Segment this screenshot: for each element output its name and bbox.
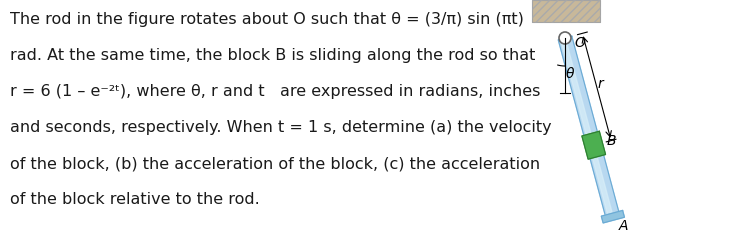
Text: r = 6 (1 – e⁻²ᵗ), where θ, r and t   are expressed in radians, inches: r = 6 (1 – e⁻²ᵗ), where θ, r and t are e… — [10, 84, 540, 99]
Polygon shape — [601, 210, 624, 223]
Text: The rod in the figure rotates about O such that θ = (3/π) sin (πt): The rod in the figure rotates about O su… — [10, 12, 524, 27]
Polygon shape — [582, 131, 606, 159]
Circle shape — [559, 32, 571, 44]
Text: B: B — [606, 134, 616, 148]
Text: and seconds, respectively. When t = 1 s, determine (a) the velocity: and seconds, respectively. When t = 1 s,… — [10, 120, 551, 135]
Polygon shape — [558, 36, 620, 219]
Text: r: r — [598, 77, 604, 91]
Bar — [532, 0, 600, 22]
Text: of the block, (b) the acceleration of the block, (c) the acceleration: of the block, (b) the acceleration of th… — [10, 156, 540, 171]
Text: rad. At the same time, the block B is sliding along the rod so that: rad. At the same time, the block B is sl… — [10, 48, 535, 63]
Bar — [532, 0, 600, 22]
Text: A: A — [619, 219, 629, 233]
Text: O: O — [574, 36, 585, 50]
Polygon shape — [561, 38, 613, 218]
Text: of the block relative to the rod.: of the block relative to the rod. — [10, 192, 260, 207]
Text: θ: θ — [566, 67, 574, 81]
